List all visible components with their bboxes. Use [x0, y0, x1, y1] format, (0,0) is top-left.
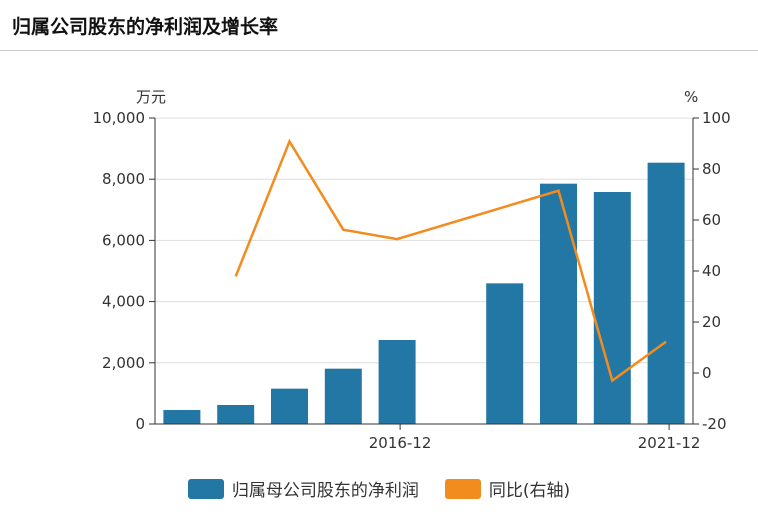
- bar: [647, 162, 685, 424]
- right-tick-label: 40: [702, 262, 721, 280]
- bar: [271, 388, 308, 424]
- right-tick-label: 80: [702, 160, 721, 178]
- left-tick-label: 6,000: [102, 231, 145, 249]
- bar: [163, 409, 201, 424]
- divider: [0, 50, 758, 51]
- right-tick-label: 0: [702, 364, 712, 382]
- left-tick-label: 8,000: [102, 170, 145, 188]
- bar: [324, 368, 362, 424]
- legend-item-profit[interactable]: 归属母公司股东的净利润: [187, 476, 419, 501]
- bar: [593, 191, 631, 424]
- legend-swatch: [187, 478, 224, 499]
- chart-title: 归属公司股东的净利润及增长率: [12, 16, 279, 38]
- right-tick-label: 20: [702, 313, 721, 331]
- left-tick-label: 4,000: [102, 293, 145, 311]
- legend: 归属母公司股东的净利润 同比(右轴): [0, 476, 758, 501]
- bar: [217, 404, 255, 424]
- legend-swatch: [444, 478, 481, 499]
- x-tick-label: 2016-12: [369, 434, 432, 452]
- left-axis-unit: 万元: [136, 88, 166, 106]
- legend-label: 归属母公司股东的净利润: [231, 481, 419, 501]
- legend-item-yoy[interactable]: 同比(右轴): [444, 476, 571, 501]
- left-tick-label: 2,000: [102, 354, 145, 372]
- left-tick-label: 10,000: [93, 109, 146, 127]
- bar: [378, 340, 416, 424]
- left-tick-label: 0: [135, 415, 145, 433]
- bar: [540, 183, 577, 424]
- right-tick-label: 100: [702, 109, 731, 127]
- right-axis-unit: %: [684, 88, 698, 106]
- chart: 0 2,000 4,000 6,000 8,000 10,000 -20 0 20 40 60 80 1…: [93, 88, 731, 452]
- x-tick-label: 2021-12: [638, 434, 701, 452]
- right-tick-label: 60: [702, 211, 721, 229]
- right-tick-label: -20: [702, 415, 727, 433]
- legend-label: 同比(右轴): [488, 481, 571, 501]
- bar: [486, 283, 524, 424]
